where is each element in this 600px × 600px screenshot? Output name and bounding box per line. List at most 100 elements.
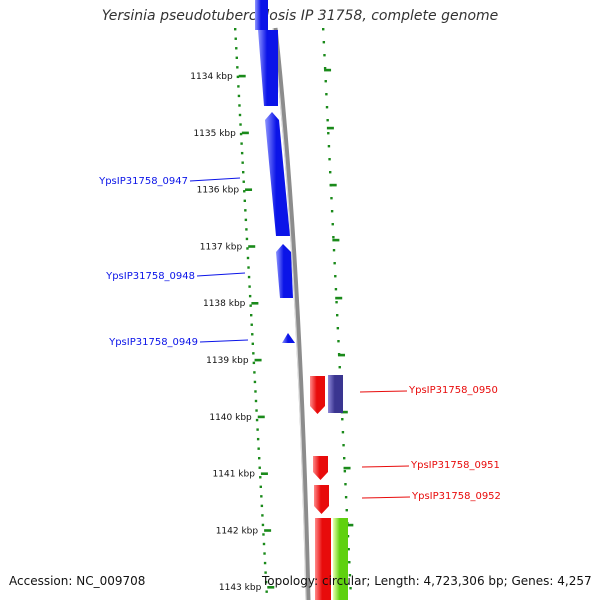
- scale-dot: [260, 504, 264, 508]
- scale-dot: [237, 85, 240, 88]
- scale-dot: [242, 171, 245, 174]
- gene-feature-0948: [276, 244, 293, 298]
- scale-dot: [335, 301, 338, 304]
- scale-dot: [236, 75, 240, 79]
- gene-label: YpsIP31758_0949: [108, 337, 198, 348]
- major-tick: [238, 74, 246, 78]
- scale-dot: [263, 561, 267, 565]
- scale-dot: [238, 113, 242, 117]
- scale-dot: [256, 428, 259, 431]
- gene-leader-line: [359, 390, 408, 393]
- scale-dot: [344, 496, 348, 499]
- scale-dot: [244, 209, 247, 212]
- gene-label: YpsIP31758_0948: [105, 271, 195, 282]
- scale-dot: [243, 190, 246, 193]
- scale-dot: [342, 444, 345, 447]
- scale-dot: [334, 275, 337, 278]
- gene-feature-0949: [282, 333, 295, 343]
- scale-dot: [258, 457, 261, 460]
- scale-dot: [346, 535, 350, 538]
- accession-label: Accession: NC_009708: [9, 574, 146, 588]
- major-tick: [245, 188, 253, 191]
- scale-dot: [247, 275, 251, 279]
- scale-dot: [261, 523, 265, 527]
- scale-dot: [251, 342, 254, 345]
- scale-dot: [244, 218, 248, 222]
- scale-dot: [243, 199, 246, 202]
- scale-dot: [238, 104, 241, 107]
- inner-major-tick: [329, 183, 337, 187]
- scale-label: 1140 kbp: [209, 413, 252, 423]
- scale-dot: [332, 236, 335, 239]
- inner-major-tick: [335, 296, 343, 300]
- gene-feature-0953: [315, 518, 331, 600]
- scale-dot: [249, 304, 252, 307]
- scale-dot: [263, 552, 266, 555]
- scale-dot: [254, 390, 257, 393]
- map-title: Yersinia pseudotuberculosis IP 31758, co…: [101, 8, 499, 24]
- scale-dot: [241, 161, 244, 164]
- scale-dot: [265, 590, 268, 593]
- gene-feature-0952: [314, 485, 329, 514]
- gene-feature-0946-top: [255, 0, 268, 30]
- inner-major-tick: [324, 68, 332, 72]
- gene-leader-line: [189, 177, 241, 182]
- inner-major-tick: [343, 466, 351, 470]
- major-tick: [267, 586, 275, 589]
- scale-dot: [334, 288, 338, 291]
- inner-major-tick: [340, 410, 348, 414]
- scale-label: 1136 kbp: [197, 186, 240, 196]
- scale-dot: [246, 256, 250, 260]
- scale-dot: [262, 533, 265, 536]
- scale-dot: [256, 437, 260, 441]
- scale-dot: [349, 587, 352, 590]
- scale-dot: [248, 294, 252, 298]
- scale-label: 1137 kbp: [200, 242, 243, 252]
- scale-dot: [327, 145, 331, 148]
- scale-dot: [326, 119, 329, 122]
- scale-dot: [323, 54, 326, 57]
- gene-feature-0950: [310, 376, 325, 414]
- scale-dot: [247, 266, 250, 269]
- scale-label: 1134 kbp: [190, 72, 233, 82]
- inner-major-tick: [346, 523, 354, 527]
- scale-dot: [240, 142, 243, 145]
- scale-dot: [322, 41, 326, 44]
- gene-label: YpsIP31758_0952: [411, 491, 501, 502]
- scale-dot: [345, 509, 348, 512]
- scale-dot: [252, 352, 255, 355]
- major-tick: [264, 529, 272, 532]
- genome-backbone: [272, 27, 311, 600]
- major-tick: [248, 245, 256, 248]
- scale-dot: [330, 197, 333, 200]
- gene-leader-line: [361, 496, 411, 499]
- scale-dot: [262, 542, 266, 546]
- scale-dot: [325, 106, 329, 109]
- scale-dot: [341, 418, 344, 421]
- scale-label: 1138 kbp: [203, 299, 246, 309]
- inner-major-tick: [338, 353, 346, 357]
- scale-label: 1143 kbp: [219, 583, 262, 593]
- scale-dot: [337, 340, 340, 343]
- scale-dot: [253, 380, 257, 384]
- gene-label: YpsIP31758_0947: [98, 176, 188, 187]
- scale-dot: [239, 132, 243, 136]
- scale-dot: [234, 28, 237, 31]
- gene-label: YpsIP31758_0950: [408, 385, 498, 396]
- scale-dot: [348, 574, 352, 577]
- scale-dot: [258, 466, 261, 469]
- gene-feature-0950b: [328, 375, 343, 413]
- scale-dot: [255, 418, 259, 422]
- major-tick: [257, 415, 265, 419]
- scale-dot: [255, 409, 258, 412]
- scale-label: 1142 kbp: [216, 526, 259, 536]
- gene-leader-line: [199, 339, 249, 343]
- inner-major-tick: [332, 238, 340, 242]
- outer-scale-track: [234, 28, 268, 593]
- scale-dot: [254, 399, 258, 403]
- scale-dot: [343, 457, 346, 460]
- topology-label: Topology: circular; Length: 4,723,306 bp…: [262, 574, 592, 588]
- scale-dot: [348, 561, 351, 564]
- scale-dot: [325, 93, 328, 96]
- scale-dot: [329, 171, 332, 174]
